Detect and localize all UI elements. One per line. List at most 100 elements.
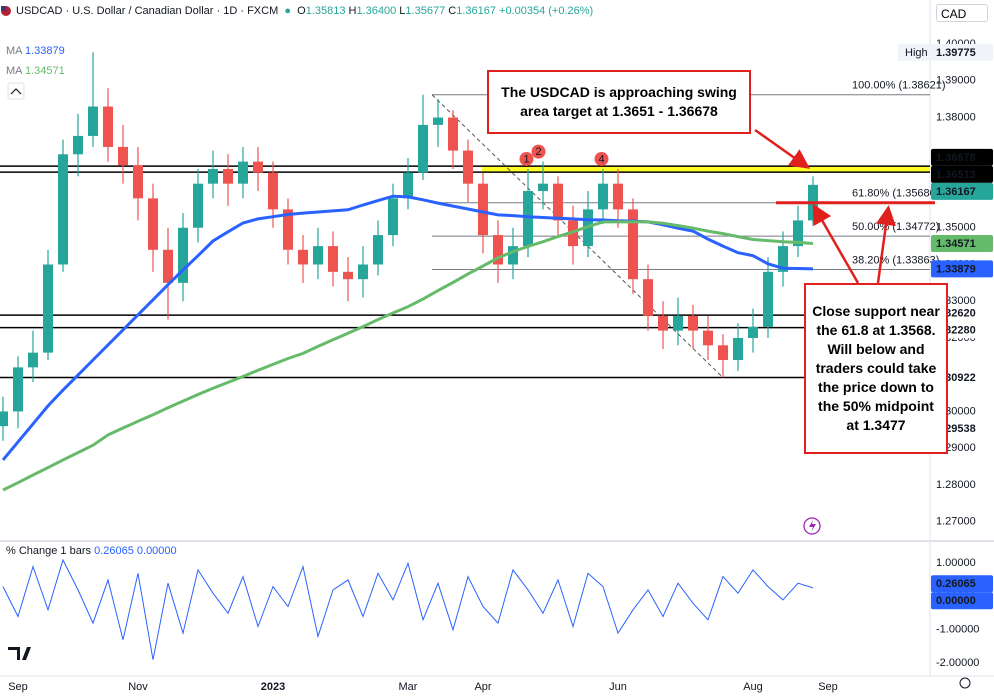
ohlc-key: C (448, 5, 457, 17)
x-tick-label: Sep (818, 681, 838, 693)
price-tag (931, 148, 993, 166)
candle-body (538, 183, 548, 192)
candle-body (328, 246, 338, 272)
arrow (754, 128, 811, 169)
fib-label: 100.00% (1.38621) (852, 80, 946, 92)
x-tick-label: Jun (609, 681, 627, 693)
candle-body (28, 352, 38, 368)
price-tag-label: 1.39775 (936, 47, 976, 59)
candle-body (268, 172, 278, 210)
candle-body (283, 209, 293, 250)
price-tag (931, 235, 993, 253)
price-tag (931, 575, 993, 593)
ohlc-value: 1.36400 (356, 5, 397, 17)
candle-body (118, 146, 128, 166)
main-layer (0, 52, 818, 660)
price-tag-label: 1.36167 (936, 186, 976, 198)
candle-body (433, 117, 443, 125)
annotation-box: Close support near the 61.8 at 1.3568. W… (804, 283, 948, 454)
ohlc-key: O (297, 5, 306, 17)
indicator-title: % Change 1 bars (6, 545, 91, 557)
market-dot: ● (281, 5, 295, 17)
pivot-marker (531, 144, 546, 159)
candle-body (193, 183, 203, 228)
price-tag-label: 1.36678 (936, 152, 976, 164)
collapse-chevron (10, 88, 22, 95)
y-tick-label: 1.35000 (936, 222, 976, 234)
pivot-label: 1 (523, 153, 529, 165)
price-tag (931, 182, 993, 200)
pivot-label: 4 (598, 153, 604, 165)
candle-body (703, 330, 713, 346)
settings-icon[interactable] (959, 677, 971, 689)
target-band (482, 166, 930, 173)
candle-body (298, 249, 308, 265)
symbol-legend: USDCAD · U.S. Dollar / Canadian Dollar ·… (16, 5, 593, 17)
candle-body (448, 117, 458, 151)
candle-body (778, 246, 788, 272)
candle-body (238, 161, 248, 184)
price-tag-label: 0.00000 (936, 595, 976, 607)
x-tick-label: Apr (474, 681, 491, 693)
candle-body (13, 367, 23, 412)
candle-body (313, 246, 323, 265)
ohlc-key: H (348, 5, 357, 17)
indicator-value: 0.26065 (94, 545, 134, 557)
x-tick-label: Aug (743, 681, 763, 693)
candle-body (388, 198, 398, 236)
price-tag-label: 1.34571 (936, 238, 976, 250)
price-tag-name-bg (898, 43, 930, 61)
candle-body (403, 172, 413, 199)
arrow (812, 203, 860, 284)
candle-body (643, 279, 653, 316)
y-tick-label: -2.00000 (936, 657, 979, 669)
y-tick-label: 1.38000 (936, 111, 976, 123)
indicator-value: 0.00000 (136, 545, 177, 557)
candle-body (673, 315, 683, 331)
overlay-layer: 12 4 1.39775 High 1.36678 1.36513 1.36167 1.345… (1, 6, 993, 689)
change: +0.00354 (+0.26%) (499, 5, 594, 17)
ohlc-value: 1.35813 (305, 5, 346, 17)
price-tag-label: 1.36513 (936, 169, 976, 181)
fib-label: 50.00% (1.34772) (852, 221, 939, 233)
candle-body (733, 337, 743, 360)
candle-body (88, 106, 98, 136)
candle-body (43, 264, 53, 353)
candle-body (0, 411, 8, 427)
indicator-line (2, 558, 814, 660)
candle-body (523, 191, 533, 247)
event-icon[interactable] (803, 517, 821, 535)
candle-body (508, 246, 518, 265)
candle-body (718, 345, 728, 360)
candle-body (163, 249, 173, 283)
candle-body (793, 220, 803, 247)
ma-legend: MA 1.33879 (6, 45, 65, 57)
x-tick-label: Nov (128, 681, 148, 693)
candle-body (208, 168, 218, 184)
currency-dropdown[interactable]: CAD (936, 4, 988, 22)
candle-body (223, 168, 233, 184)
candle-body (133, 165, 143, 199)
ma-name: MA (6, 65, 22, 77)
moving-average (1, 194, 814, 461)
candle-body (343, 271, 353, 280)
flag-icon-canton (1, 6, 6, 11)
ma-value: 1.33879 (24, 45, 65, 57)
price-tag (931, 260, 993, 278)
event-icon-bolt (809, 520, 816, 532)
candle-body (73, 135, 83, 155)
fib-label: 61.80% (1.35680) (852, 188, 939, 200)
candle-body (658, 315, 668, 331)
x-tick-label: Sep (8, 681, 28, 693)
price-tag-name: High (905, 47, 928, 59)
y-tick-label: 1.39000 (936, 75, 976, 87)
fib-label: 38.20% (1.33863) (852, 254, 939, 266)
y-tick-label: -1.00000 (936, 624, 979, 636)
collapse-button[interactable] (7, 82, 25, 100)
candle-body (58, 154, 68, 265)
indicator-legend: % Change 1 bars 0.26065 0.00000 (6, 545, 177, 557)
ma-legend: MA 1.34571 (6, 65, 65, 77)
candle-body (688, 315, 698, 331)
candle-body (463, 150, 473, 184)
